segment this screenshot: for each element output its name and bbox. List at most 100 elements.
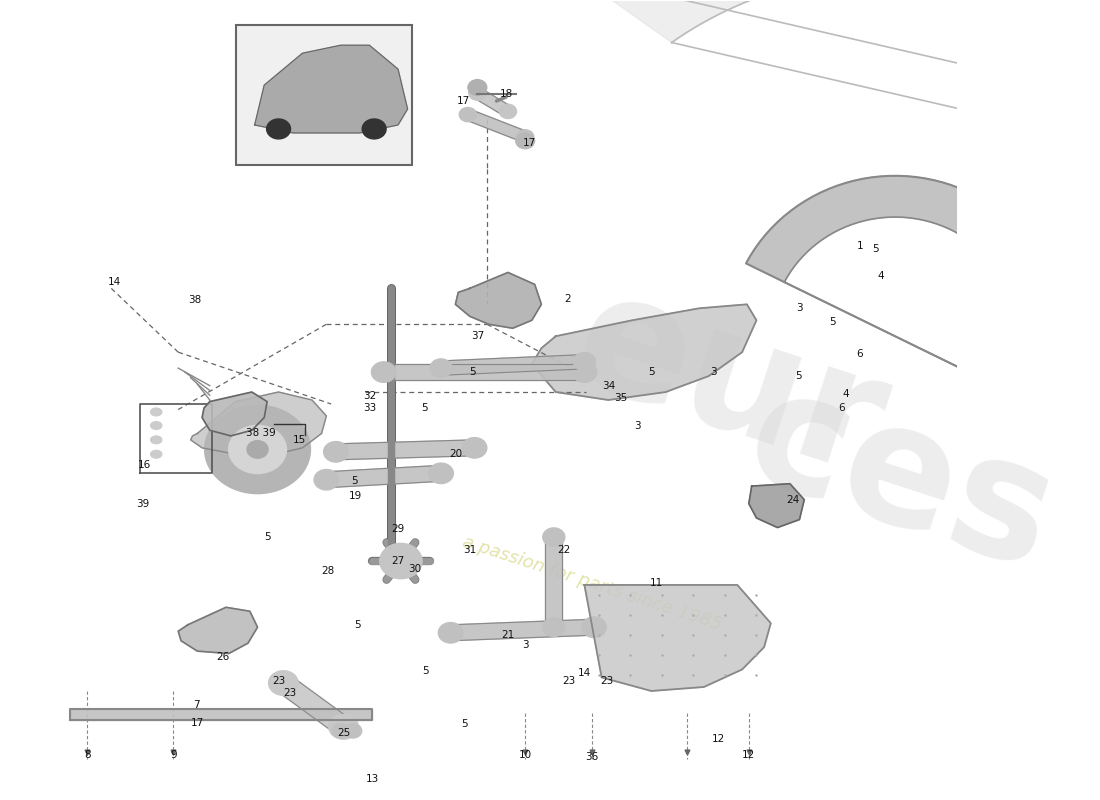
Text: 2: 2 — [564, 294, 571, 304]
Circle shape — [205, 406, 310, 494]
Polygon shape — [336, 440, 475, 460]
Circle shape — [468, 79, 487, 95]
Text: 5: 5 — [264, 532, 271, 542]
Text: 27: 27 — [392, 556, 405, 566]
Circle shape — [332, 723, 350, 738]
Text: 3: 3 — [711, 367, 717, 377]
Text: 5: 5 — [422, 666, 429, 676]
Circle shape — [429, 463, 453, 484]
Text: 23: 23 — [562, 676, 575, 686]
Circle shape — [430, 358, 452, 378]
Circle shape — [459, 107, 476, 122]
Ellipse shape — [151, 422, 162, 430]
Text: 38: 38 — [188, 295, 201, 306]
Bar — [235, 26, 412, 165]
Text: 6: 6 — [838, 403, 845, 413]
Text: 16: 16 — [139, 460, 152, 470]
Text: 23: 23 — [601, 676, 614, 686]
Text: 22: 22 — [557, 545, 570, 555]
Polygon shape — [455, 273, 541, 328]
Polygon shape — [546, 537, 562, 627]
Text: 5: 5 — [470, 367, 476, 377]
Text: 17: 17 — [190, 718, 204, 728]
Circle shape — [323, 442, 349, 462]
Circle shape — [517, 130, 534, 144]
Polygon shape — [326, 466, 442, 488]
Text: 8: 8 — [84, 750, 90, 760]
Text: 17: 17 — [456, 96, 470, 106]
Polygon shape — [450, 619, 594, 641]
Text: 12: 12 — [712, 734, 725, 744]
Text: 31: 31 — [463, 545, 476, 555]
Text: 3: 3 — [796, 303, 803, 314]
Text: 25: 25 — [337, 728, 350, 738]
Text: 5: 5 — [795, 371, 802, 381]
Text: 4: 4 — [842, 389, 849, 398]
Circle shape — [469, 86, 486, 100]
Text: 14: 14 — [108, 277, 121, 287]
Text: 9: 9 — [170, 750, 177, 760]
Polygon shape — [202, 392, 267, 436]
Circle shape — [248, 441, 268, 458]
Text: 34: 34 — [602, 381, 615, 390]
Polygon shape — [178, 607, 257, 654]
Text: 35: 35 — [614, 394, 627, 403]
Text: 37: 37 — [471, 331, 484, 342]
Ellipse shape — [151, 450, 162, 458]
Polygon shape — [384, 364, 584, 380]
Text: 38 39: 38 39 — [246, 429, 276, 438]
Polygon shape — [465, 110, 528, 142]
Circle shape — [229, 426, 286, 474]
Text: 5: 5 — [872, 243, 879, 254]
Text: 29: 29 — [392, 524, 405, 534]
Circle shape — [573, 353, 595, 371]
Circle shape — [542, 528, 565, 546]
Text: 4: 4 — [878, 271, 884, 282]
Polygon shape — [276, 676, 351, 734]
Polygon shape — [584, 585, 771, 691]
Text: 7: 7 — [194, 699, 200, 710]
Text: 18: 18 — [499, 89, 513, 99]
Text: 5: 5 — [648, 367, 654, 377]
Text: 11: 11 — [649, 578, 662, 588]
Text: 14: 14 — [578, 668, 591, 678]
Text: 33: 33 — [363, 403, 376, 413]
Polygon shape — [473, 89, 512, 116]
Polygon shape — [441, 354, 585, 375]
Ellipse shape — [151, 408, 162, 416]
Circle shape — [462, 438, 487, 458]
Text: 23: 23 — [284, 688, 297, 698]
Circle shape — [438, 622, 463, 643]
Text: 5: 5 — [421, 403, 428, 413]
Text: 21: 21 — [502, 630, 515, 640]
Ellipse shape — [362, 119, 386, 139]
Text: 23: 23 — [272, 676, 285, 686]
Text: 13: 13 — [365, 774, 378, 784]
Circle shape — [499, 104, 517, 118]
Text: 24: 24 — [786, 494, 800, 505]
Circle shape — [542, 618, 565, 637]
Polygon shape — [749, 484, 804, 527]
Text: 1: 1 — [857, 241, 864, 251]
Circle shape — [372, 362, 396, 382]
Circle shape — [516, 133, 535, 149]
Circle shape — [344, 723, 362, 738]
Polygon shape — [255, 46, 408, 133]
Text: 39: 39 — [136, 498, 150, 509]
Text: 5: 5 — [829, 317, 836, 327]
Text: 3: 3 — [634, 421, 640, 430]
Text: 5: 5 — [462, 719, 469, 730]
Text: 36: 36 — [585, 752, 598, 762]
Text: 32: 32 — [363, 391, 376, 401]
Circle shape — [582, 617, 606, 638]
Text: 17: 17 — [522, 138, 536, 148]
Circle shape — [572, 362, 597, 382]
Ellipse shape — [151, 436, 162, 444]
Circle shape — [379, 543, 422, 578]
Circle shape — [268, 670, 298, 695]
Polygon shape — [190, 392, 327, 456]
Text: eur: eur — [556, 258, 904, 510]
Polygon shape — [70, 710, 372, 721]
Text: 5: 5 — [354, 620, 361, 630]
Circle shape — [314, 470, 339, 490]
